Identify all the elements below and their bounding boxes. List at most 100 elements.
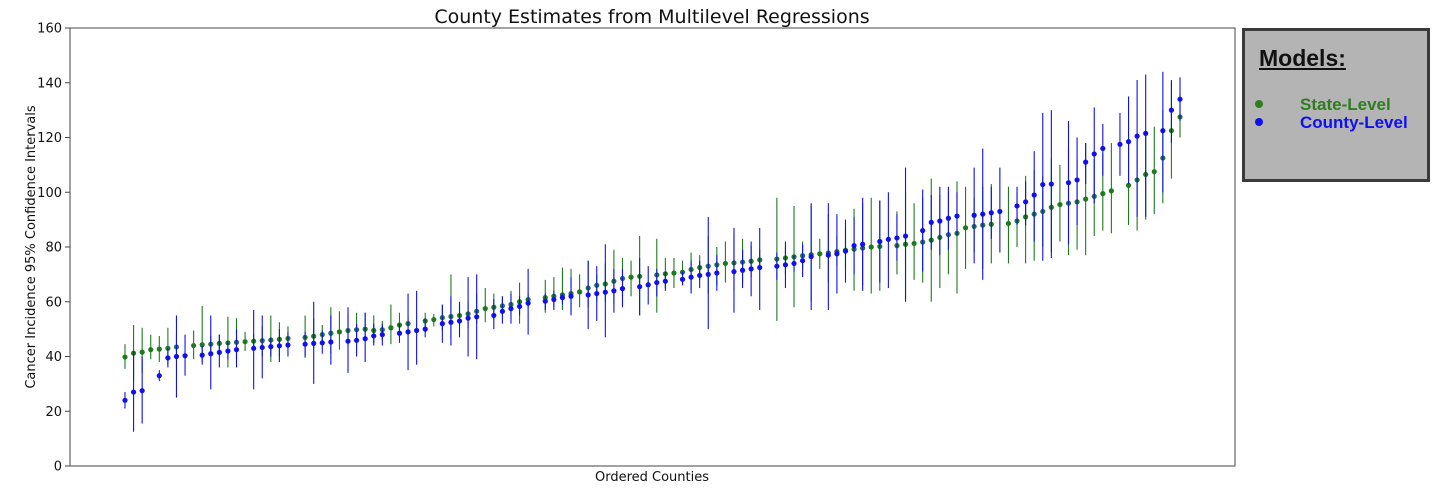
- county-level-point: [156, 373, 162, 379]
- county-level-point: [130, 389, 137, 395]
- county-level-point: [954, 213, 960, 219]
- county-level-point: [902, 233, 909, 239]
- county-level-point: [216, 349, 222, 355]
- state-level-point: [962, 225, 969, 231]
- state-level-point: [1083, 196, 1089, 202]
- county-level-point: [731, 269, 737, 275]
- county-level-point: [353, 337, 360, 343]
- county-level-point: [1117, 141, 1123, 147]
- state-level-point: [817, 251, 823, 257]
- county-level-point: [311, 340, 317, 346]
- county-level-point: [774, 263, 780, 269]
- county-level-point: [1177, 96, 1183, 102]
- state-level-point: [199, 342, 205, 348]
- county-level-point: [139, 388, 145, 394]
- county-level-point: [1083, 159, 1089, 165]
- state-level-point: [1005, 220, 1012, 227]
- state-level-point: [722, 260, 729, 267]
- state-level-point: [628, 274, 634, 280]
- county-level-point: [328, 339, 334, 345]
- county-level-point: [122, 397, 128, 403]
- legend-label-county-level: County-Level: [1300, 113, 1408, 132]
- county-level-point: [233, 347, 240, 353]
- y-tick-label: 160: [37, 22, 62, 37]
- county-level-point: [405, 329, 411, 335]
- county-level-point: [645, 282, 651, 288]
- county-level-point: [422, 326, 428, 332]
- county-level-point: [808, 253, 814, 260]
- state-level-point: [242, 339, 248, 345]
- county-level-point: [491, 312, 497, 319]
- county-level-point: [173, 353, 180, 360]
- county-level-point: [259, 344, 265, 351]
- county-level-point: [1134, 133, 1140, 139]
- county-level-point: [834, 251, 840, 257]
- county-level-point: [1031, 192, 1037, 198]
- county-level-point: [302, 341, 308, 347]
- county-level-series: [122, 71, 1183, 432]
- legend-marker-county-level: [1255, 118, 1263, 126]
- county-level-point: [1023, 199, 1029, 205]
- y-tick-label: 60: [45, 295, 62, 310]
- legend-title: Models:: [1259, 45, 1346, 71]
- county-level-point: [1143, 130, 1149, 136]
- county-level-point: [637, 284, 643, 290]
- county-level-point: [1091, 151, 1097, 157]
- county-level-point: [508, 305, 514, 312]
- state-level-point: [1057, 201, 1063, 208]
- legend-marker-state-level: [1255, 100, 1263, 108]
- county-level-point: [1100, 145, 1106, 152]
- state-level-point: [482, 305, 488, 312]
- county-level-point: [1065, 180, 1072, 186]
- county-level-point: [739, 267, 746, 273]
- county-level-point: [319, 340, 325, 346]
- county-level-point: [654, 279, 660, 286]
- county-level-point: [757, 264, 763, 271]
- chart-title: County Estimates from Multilevel Regress…: [434, 6, 869, 28]
- county-level-point: [456, 318, 463, 324]
- county-level-point: [791, 260, 797, 267]
- county-level-point: [782, 262, 789, 268]
- county-level-point: [697, 272, 703, 279]
- county-level-point: [439, 321, 445, 327]
- x-axis-label: Ordered Counties: [595, 470, 709, 485]
- county-level-point: [474, 314, 480, 320]
- county-level-point: [877, 238, 883, 245]
- county-level-point: [465, 315, 471, 321]
- county-level-point: [894, 235, 900, 241]
- state-level-point: [576, 289, 583, 295]
- county-level-point: [1074, 177, 1080, 183]
- county-level-point: [1125, 139, 1132, 145]
- y-tick-label: 80: [45, 241, 62, 256]
- county-level-point: [1014, 203, 1020, 209]
- y-tick-label: 120: [37, 131, 62, 146]
- county-level-point: [980, 211, 986, 217]
- county-level-point: [619, 286, 626, 292]
- county-level-point: [594, 290, 600, 297]
- county-level-point: [585, 292, 591, 298]
- county-level-point: [182, 353, 188, 359]
- y-axis-label: Cancer Incidence 95% Confidence Interval…: [24, 105, 39, 389]
- state-level-point: [911, 240, 917, 247]
- state-level-point: [139, 349, 145, 355]
- y-tick-label: 100: [37, 186, 62, 201]
- county-level-point: [920, 227, 926, 234]
- county-level-point: [414, 327, 420, 334]
- state-level-point: [148, 347, 154, 353]
- state-level-point: [1100, 191, 1106, 197]
- county-level-point: [611, 288, 617, 294]
- county-level-point: [988, 210, 994, 216]
- county-level-point: [345, 338, 351, 344]
- county-level-point: [396, 330, 403, 336]
- county-level-point: [825, 252, 831, 258]
- y-tick-label: 140: [37, 76, 62, 91]
- state-level-point: [431, 316, 437, 323]
- y-tick-label: 20: [45, 405, 62, 420]
- county-level-point: [199, 352, 205, 358]
- county-level-point: [516, 303, 523, 310]
- county-level-point: [559, 295, 566, 301]
- county-level-point: [165, 355, 171, 361]
- county-level-point: [362, 336, 368, 342]
- county-level-point: [997, 208, 1003, 215]
- state-level-point: [671, 270, 677, 276]
